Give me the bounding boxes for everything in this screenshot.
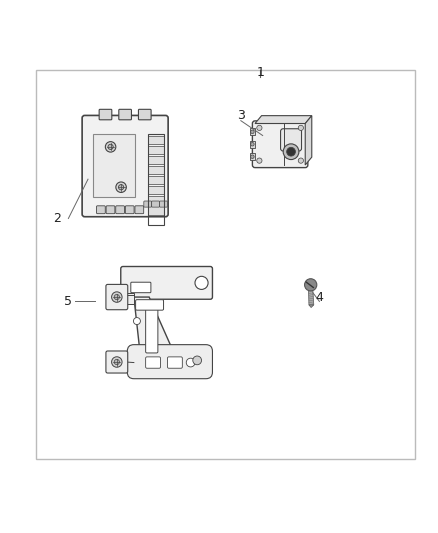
FancyBboxPatch shape xyxy=(146,304,158,353)
Circle shape xyxy=(116,182,126,192)
Bar xyxy=(126,293,134,304)
Bar xyxy=(250,141,255,148)
Circle shape xyxy=(106,142,116,152)
Text: 4: 4 xyxy=(315,290,323,304)
Polygon shape xyxy=(255,116,312,124)
Circle shape xyxy=(134,318,141,325)
FancyBboxPatch shape xyxy=(135,206,144,214)
Bar xyxy=(148,186,164,195)
Polygon shape xyxy=(308,290,314,305)
Circle shape xyxy=(112,357,122,367)
FancyBboxPatch shape xyxy=(146,357,160,368)
FancyBboxPatch shape xyxy=(106,206,115,214)
Circle shape xyxy=(283,144,299,159)
Circle shape xyxy=(112,292,122,302)
Circle shape xyxy=(257,125,262,131)
FancyBboxPatch shape xyxy=(99,109,112,120)
Bar xyxy=(148,166,164,174)
Circle shape xyxy=(298,125,304,131)
FancyBboxPatch shape xyxy=(131,282,151,293)
Bar xyxy=(148,156,164,164)
FancyBboxPatch shape xyxy=(167,357,182,368)
Circle shape xyxy=(186,358,195,367)
Text: 5: 5 xyxy=(64,295,72,308)
Circle shape xyxy=(251,155,254,158)
Bar xyxy=(250,153,255,160)
FancyBboxPatch shape xyxy=(144,201,152,207)
Bar xyxy=(148,136,164,144)
Bar xyxy=(92,134,134,197)
FancyBboxPatch shape xyxy=(152,201,159,207)
Circle shape xyxy=(251,130,254,134)
Bar xyxy=(148,134,164,225)
Text: 2: 2 xyxy=(53,212,61,225)
Circle shape xyxy=(114,294,120,300)
Bar xyxy=(148,146,164,154)
Polygon shape xyxy=(309,305,314,308)
Circle shape xyxy=(251,142,254,146)
FancyBboxPatch shape xyxy=(121,266,212,299)
FancyBboxPatch shape xyxy=(106,351,128,373)
FancyBboxPatch shape xyxy=(116,206,124,214)
FancyBboxPatch shape xyxy=(127,345,212,379)
Circle shape xyxy=(257,158,262,163)
Circle shape xyxy=(118,184,124,190)
FancyBboxPatch shape xyxy=(281,129,301,151)
FancyBboxPatch shape xyxy=(82,116,168,217)
FancyBboxPatch shape xyxy=(252,121,308,167)
Bar xyxy=(35,70,416,458)
Circle shape xyxy=(195,276,208,289)
FancyBboxPatch shape xyxy=(125,206,134,214)
Bar xyxy=(148,206,164,215)
Circle shape xyxy=(193,356,201,365)
Polygon shape xyxy=(305,116,312,165)
FancyBboxPatch shape xyxy=(138,109,151,120)
Bar xyxy=(148,196,164,205)
Text: 1: 1 xyxy=(257,66,265,79)
FancyBboxPatch shape xyxy=(136,300,163,310)
Circle shape xyxy=(108,144,113,149)
Bar xyxy=(250,128,255,135)
Bar xyxy=(148,176,164,184)
Text: 3: 3 xyxy=(237,109,245,123)
Circle shape xyxy=(287,147,295,156)
Circle shape xyxy=(298,158,304,163)
Circle shape xyxy=(114,359,120,365)
Polygon shape xyxy=(134,297,175,356)
Circle shape xyxy=(304,279,317,291)
FancyBboxPatch shape xyxy=(96,206,105,214)
FancyBboxPatch shape xyxy=(119,109,131,120)
FancyBboxPatch shape xyxy=(159,201,167,207)
FancyBboxPatch shape xyxy=(106,285,128,310)
